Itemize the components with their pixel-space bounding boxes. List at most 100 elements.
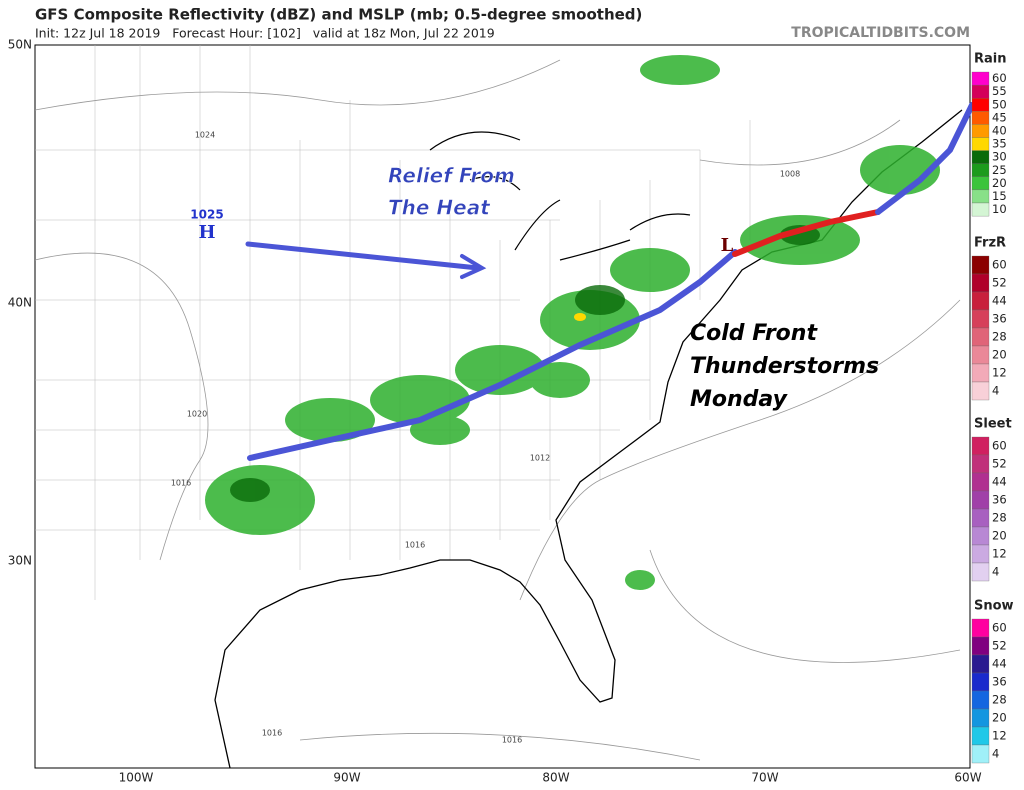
relief-annotation: Relief From <box>388 164 515 188</box>
low-symbol: L <box>721 235 734 256</box>
legend-label: 20 <box>992 348 1007 362</box>
legend-label: 36 <box>992 312 1007 326</box>
legend-swatch <box>971 71 990 86</box>
legend-swatch <box>971 273 990 293</box>
lon-label: 60W <box>954 771 981 785</box>
legend-label: 60 <box>992 439 1007 453</box>
legend-swatch <box>971 490 990 510</box>
lon-label: 100W <box>119 771 154 785</box>
legend-label: 4 <box>992 384 999 398</box>
legend-swatch <box>971 381 990 401</box>
lon-label: 90W <box>333 771 360 785</box>
legend-swatch <box>971 654 990 674</box>
legend-swatch <box>971 150 990 164</box>
legend-swatch <box>971 672 990 692</box>
legend-label: 25 <box>992 163 1007 177</box>
legend-swatch <box>971 436 990 456</box>
legend-swatch <box>971 163 990 177</box>
legend-swatch <box>971 363 990 383</box>
legend-swatch <box>971 98 990 112</box>
legend-title: Snow <box>974 599 1014 614</box>
isobar-label: 1016 <box>171 479 191 488</box>
legend-swatch <box>971 111 990 125</box>
site-label: TROPICALTIDBITS.COM <box>791 25 970 41</box>
legend-label: 60 <box>992 71 1007 85</box>
isobar-label: 1020 <box>187 410 207 419</box>
legend-title: Rain <box>974 52 1007 67</box>
legend-label: 52 <box>992 457 1007 471</box>
isobar-label: 1016 <box>405 541 425 550</box>
legend-label: 12 <box>992 547 1007 561</box>
high-symbol: H <box>198 222 215 243</box>
legend-label: 4 <box>992 747 999 761</box>
legend-title: FrzR <box>974 236 1006 251</box>
legend-swatch <box>971 137 990 151</box>
legend-label: 60 <box>992 621 1007 635</box>
legend-label: 44 <box>992 294 1007 308</box>
lat-label: 30N <box>8 554 32 568</box>
legend-swatch <box>971 327 990 347</box>
isobar-label: 1016 <box>502 736 522 745</box>
legend-swatch <box>971 544 990 564</box>
legend-label: 44 <box>992 657 1007 671</box>
legend-swatch <box>971 255 990 275</box>
legend-label: 55 <box>992 84 1007 98</box>
legend-label: 52 <box>992 276 1007 290</box>
legend-swatch <box>971 84 990 99</box>
legend-label: 20 <box>992 711 1007 725</box>
subtitle: Init: 12z Jul 18 2019 Forecast Hour: [10… <box>35 26 495 41</box>
legend-label: 52 <box>992 639 1007 653</box>
legend-swatch <box>971 526 990 546</box>
legend-label: 30 <box>992 150 1007 164</box>
isobar-label: 1016 <box>262 729 282 738</box>
lon-label: 70W <box>751 771 778 785</box>
legend-swatch <box>971 618 990 638</box>
lat-label: 40N <box>8 296 32 310</box>
legend-swatch <box>971 636 990 656</box>
legend-swatch <box>971 744 990 764</box>
legend-label: 40 <box>992 123 1007 137</box>
legend-label: 20 <box>992 529 1007 543</box>
legend-label: 28 <box>992 330 1007 344</box>
legend-swatch <box>971 291 990 311</box>
legend-label: 36 <box>992 493 1007 507</box>
legend-label: 12 <box>992 366 1007 380</box>
legend-swatch <box>971 690 990 710</box>
legend-label: 45 <box>992 110 1007 124</box>
legend-label: 44 <box>992 475 1007 489</box>
front-annotation: Thunderstorms <box>690 354 879 379</box>
legend-swatch <box>971 202 990 217</box>
legend-label: 15 <box>992 189 1007 203</box>
legend-label: 10 <box>992 202 1007 216</box>
isobar-label: 1008 <box>780 170 800 179</box>
isobar-label: 1024 <box>195 131 215 140</box>
legend-label: 60 <box>992 258 1007 272</box>
legend-swatch <box>971 309 990 329</box>
legend-swatch <box>971 472 990 492</box>
front-annotation: Cold Front <box>690 321 818 346</box>
legend-swatch <box>971 562 990 582</box>
legend-label: 28 <box>992 693 1007 707</box>
legend-swatch <box>971 708 990 728</box>
legend-swatch <box>971 176 990 191</box>
legend-label: 4 <box>992 565 999 579</box>
legend-label: 50 <box>992 97 1007 111</box>
map-area <box>34 44 975 769</box>
legend-label: 12 <box>992 729 1007 743</box>
legend-swatch <box>971 345 990 365</box>
title: GFS Composite Reflectivity (dBZ) and MSL… <box>35 6 642 24</box>
lon-label: 80W <box>542 771 569 785</box>
legend-label: 20 <box>992 176 1007 190</box>
legend-label: 35 <box>992 137 1007 151</box>
lat-label: 50N <box>8 38 32 52</box>
front-annotation: Monday <box>690 387 789 412</box>
legend-title: Sleet <box>974 417 1012 432</box>
legend-label: 36 <box>992 675 1007 689</box>
relief-annotation: The Heat <box>388 196 491 220</box>
legend-label: 28 <box>992 511 1007 525</box>
isobar-label: 1012 <box>530 454 550 463</box>
legend-swatch <box>971 189 990 204</box>
high-pressure: 1025 <box>190 208 223 222</box>
legend-swatch <box>971 508 990 528</box>
